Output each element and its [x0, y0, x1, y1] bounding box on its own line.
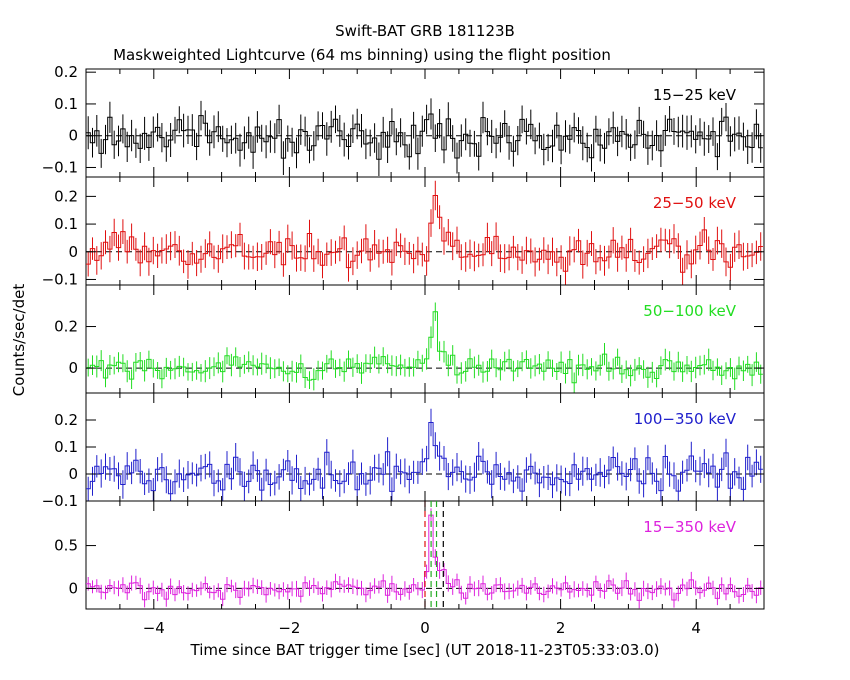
chart-subtitle: Maskweighted Lightcurve (64 ms binning) … — [113, 46, 611, 64]
y-tick-label: 0.1 — [54, 95, 78, 113]
x-tick-label: −2 — [278, 619, 300, 637]
y-tick-label: 0.2 — [54, 63, 78, 81]
y-tick-label: 0.2 — [54, 187, 78, 205]
y-tick-label: 0.5 — [54, 537, 78, 555]
x-tick-label: −4 — [143, 619, 165, 637]
lightcurve-series — [86, 195, 763, 273]
x-axis-label: Time since BAT trigger time [sec] (UT 20… — [190, 641, 660, 659]
panel-5: 0 0.5 15−350 keV — [54, 500, 765, 610]
y-tick-label: 0.1 — [54, 215, 78, 233]
panel-band-label: 25−50 keV — [653, 194, 737, 212]
chart-title: Swift-BAT GRB 181123B — [335, 22, 515, 40]
x-tick-label: 0 — [420, 619, 430, 637]
y-tick-label: 0 — [68, 465, 78, 483]
y-tick-label: −0.1 — [42, 270, 78, 288]
x-tick-label: 2 — [556, 619, 566, 637]
lightcurve-series — [86, 311, 763, 384]
y-axis-label: Counts/sec/det — [10, 284, 28, 397]
y-tick-label: −0.1 — [42, 158, 78, 176]
y-tick-label: 0 — [68, 579, 78, 597]
x-tick-label: 4 — [691, 619, 701, 637]
panel-1: −0.1 0 0.1 0.2 15−25 keV — [42, 63, 765, 178]
panel-band-label: 15−25 keV — [653, 86, 737, 104]
lightcurve-series — [86, 422, 763, 495]
y-tick-label: 0.2 — [54, 411, 78, 429]
lightcurve-series — [86, 113, 763, 160]
y-tick-label: −0.1 — [42, 492, 78, 510]
panel-2: −0.1 0 0.1 0.2 25−50 keV — [42, 176, 765, 288]
panels-group: −0.1 0 0.1 0.2 15−25 keV −0.1 0 0.1 0.2 25−50 keV… — [42, 63, 765, 637]
y-tick-label: 0.1 — [54, 438, 78, 456]
y-tick-label: 0 — [68, 127, 78, 145]
error-bars — [87, 98, 762, 176]
y-tick-label: 0 — [68, 243, 78, 261]
panel-3: 0 0.2 50−100 keV — [54, 284, 765, 394]
y-tick-label: 0 — [68, 359, 78, 377]
y-tick-label: 0.2 — [54, 318, 78, 336]
panel-band-label: 15−350 keV — [643, 518, 736, 536]
panel-4: −0.1 0 0.1 0.2 100−350 keV — [42, 392, 765, 510]
panel-band-label: 50−100 keV — [643, 302, 736, 320]
panel-band-label: 100−350 keV — [634, 410, 737, 428]
